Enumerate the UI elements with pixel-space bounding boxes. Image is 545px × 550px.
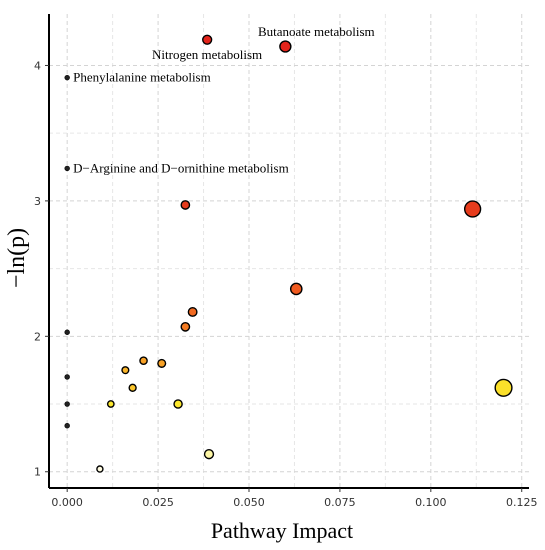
data-point [279,40,292,53]
data-point [64,329,70,335]
data-point [173,399,183,409]
x-tick-label: 0.125 [506,496,538,509]
data-points [64,34,513,473]
data-point [64,374,70,380]
data-point [128,383,137,392]
data-point [96,465,104,473]
data-point [202,34,213,45]
point-label: Nitrogen metabolism [152,47,262,62]
data-point [139,356,148,366]
data-point [494,378,513,397]
data-point [64,423,70,429]
x-tick-label: 0.050 [233,496,265,509]
data-point [187,306,198,317]
y-tick-label: 1 [34,466,41,479]
data-point [203,448,215,460]
grid-lines [49,14,529,488]
x-tick-label: 0.025 [142,496,174,509]
data-point [64,165,70,172]
data-point [157,358,167,368]
x-axis-title: Pathway Impact [211,518,353,543]
data-point [121,366,130,375]
data-point [180,321,191,332]
data-point [64,74,70,81]
point-label: Butanoate metabolism [258,24,375,39]
axis-ticks: 0.000 0.025 0.050 0.075 0.100 0.125 1 2 3 4 [34,59,537,509]
point-annotations: Butanoate metabolism Nitrogen metabolism P… [73,24,374,175]
x-tick-label: 0.075 [324,496,356,509]
y-axis-title: −ln(p) [4,228,30,288]
plot-panel [49,14,529,488]
point-label: D−Arginine and D−ornithine metabolism [73,160,289,175]
x-tick-label: 0.000 [51,496,83,509]
data-point [106,400,115,408]
y-tick-label: 2 [34,330,41,343]
data-point [180,200,191,210]
y-tick-label: 3 [34,195,41,208]
y-tick-label: 4 [34,59,41,72]
x-tick-label: 0.100 [415,496,447,509]
data-point [463,200,482,218]
data-point [289,282,303,296]
point-label: Phenylalanine metabolism [73,70,211,85]
data-point [64,401,70,407]
